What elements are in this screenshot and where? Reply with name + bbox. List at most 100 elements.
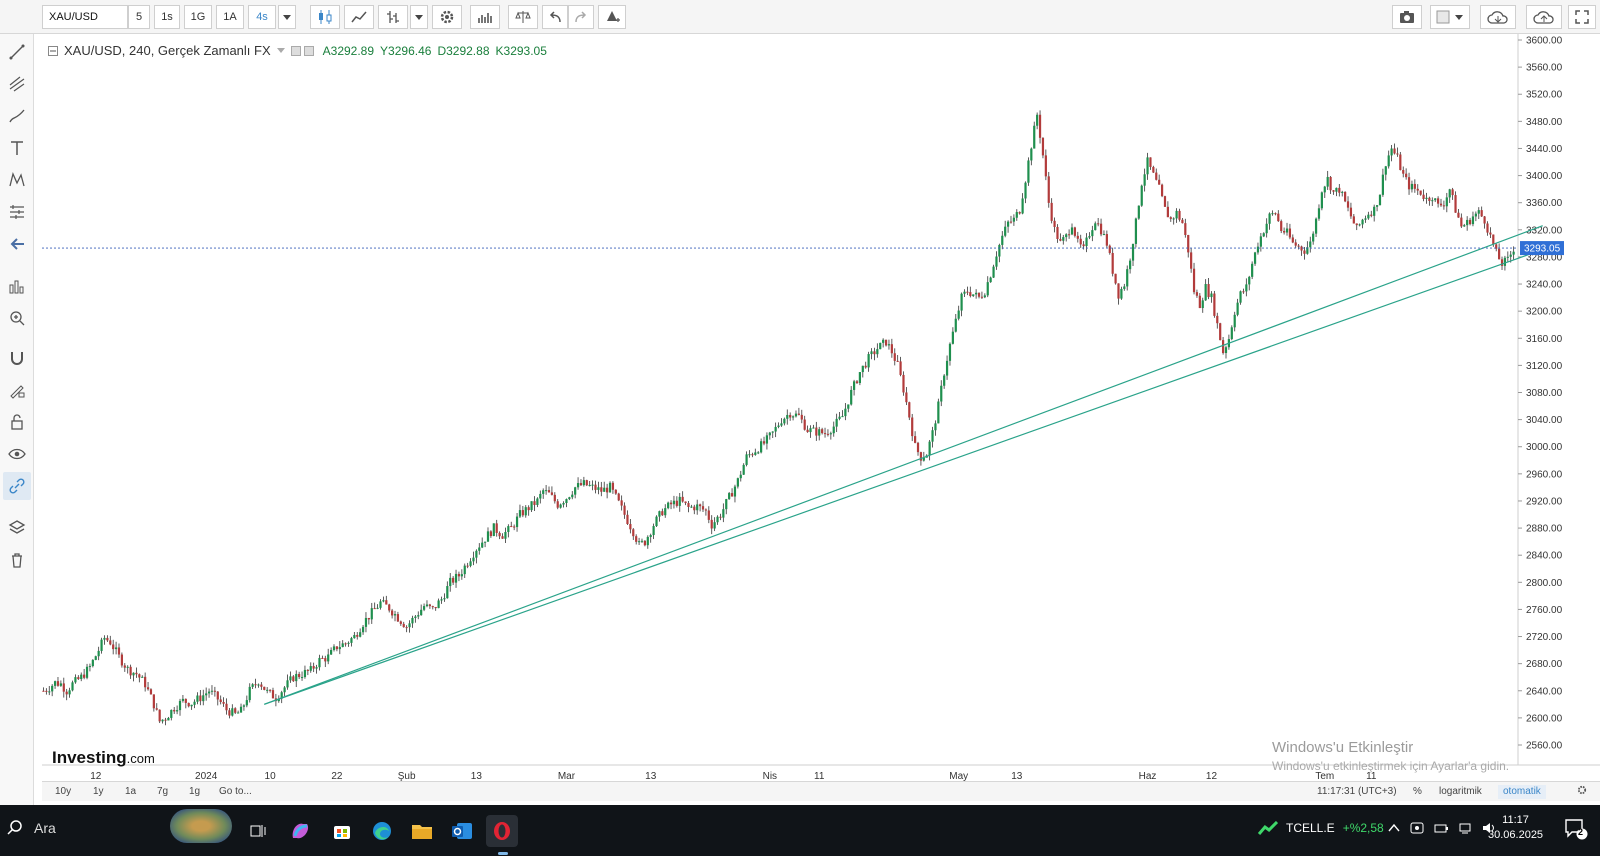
copilot-icon[interactable]: [284, 815, 316, 847]
candle-body: [1190, 252, 1193, 269]
file-explorer-icon[interactable]: [406, 815, 438, 847]
redo-icon[interactable]: [568, 5, 594, 29]
stock-widget[interactable]: TCELL.E +%2,58: [1258, 821, 1384, 835]
battery-icon[interactable]: [1434, 821, 1448, 835]
eye-icon[interactable]: [3, 440, 31, 468]
candle-body: [1160, 184, 1164, 197]
fullscreen-icon[interactable]: [1568, 5, 1596, 29]
meet-now-icon[interactable]: [1410, 821, 1424, 835]
cloud-load-icon[interactable]: [1480, 5, 1516, 29]
text-tool-icon[interactable]: [3, 134, 31, 162]
trend-line-icon[interactable]: [3, 38, 31, 66]
candle-body: [454, 573, 458, 583]
fibonacci-icon[interactable]: [3, 70, 31, 98]
undo-icon[interactable]: [542, 5, 568, 29]
chevron-up-icon[interactable]: [1388, 822, 1400, 834]
symbol-input[interactable]: XAU/USD: [42, 5, 128, 29]
candle-body: [1117, 283, 1120, 299]
candle-body: [1053, 220, 1056, 227]
template-select[interactable]: [1430, 5, 1470, 29]
current-price-badge: [1520, 241, 1564, 256]
taskbar-clock[interactable]: 11:17 30.06.2025: [1488, 813, 1543, 843]
candle-body: [329, 650, 333, 655]
candle-body: [463, 565, 466, 575]
volume-icon[interactable]: [1482, 821, 1496, 835]
measure-icon[interactable]: [3, 198, 31, 226]
interval-5[interactable]: 5: [128, 5, 150, 29]
candle-body: [1204, 284, 1207, 301]
candle-body: [437, 600, 440, 609]
chart-canvas[interactable]: 3600.00 3560.00 3520.00 3480.00 3440.00 3400.…: [42, 34, 1600, 784]
candle-body: [576, 483, 580, 488]
line-chart-icon[interactable]: [344, 5, 374, 29]
price-tick-label: 3080.00: [1526, 388, 1563, 399]
legend-dropdown-icon[interactable]: [276, 48, 285, 53]
bottom-bar: 10y 1y 1a 7g 1g Go to... 11:17:31 (UTC+3…: [42, 781, 1600, 801]
interval-dropdown-icon[interactable]: [278, 5, 296, 29]
candle-body: [1088, 236, 1091, 238]
magnet-icon[interactable]: [3, 344, 31, 372]
chart-type-dropdown-icon[interactable]: [410, 5, 428, 29]
candle-body: [1268, 213, 1271, 224]
outlook-icon[interactable]: [446, 815, 478, 847]
collapse-legend-icon[interactable]: [48, 45, 58, 56]
interval-1a[interactable]: 1A: [216, 5, 244, 29]
candle-body: [928, 441, 931, 456]
forecast-icon[interactable]: [3, 272, 31, 300]
low-value: 3292.88: [446, 43, 490, 58]
network-icon[interactable]: [1458, 821, 1472, 835]
ticker-symbol: TCELL.E: [1286, 821, 1335, 835]
range-10y[interactable]: 10y: [55, 786, 72, 797]
indicators-icon[interactable]: [470, 5, 500, 29]
opera-browser-icon[interactable]: [486, 815, 518, 847]
bars-type-icon[interactable]: [378, 5, 408, 29]
range-1g[interactable]: 1g: [189, 786, 201, 797]
candle-body: [1076, 235, 1079, 239]
brush-icon[interactable]: [3, 102, 31, 130]
activation-watermark-title: Windows'u Etkinleştir: [1272, 739, 1414, 756]
link-icon[interactable]: [3, 472, 31, 500]
range-7g[interactable]: 7g: [157, 786, 169, 797]
candle-body: [391, 610, 394, 616]
trash-icon[interactable]: [3, 546, 31, 574]
trendline[interactable]: [264, 225, 1543, 705]
candle-body: [1361, 219, 1364, 225]
go-to-date-button[interactable]: Go to...: [219, 786, 252, 797]
lock-drawing-icon[interactable]: [3, 376, 31, 404]
taskbar-search[interactable]: Ara: [6, 819, 56, 837]
zoom-in-icon[interactable]: [3, 304, 31, 332]
task-view-icon[interactable]: [242, 815, 274, 847]
store-icon[interactable]: [326, 815, 358, 847]
time-tick-label: Mar: [558, 771, 576, 782]
notification-center-icon[interactable]: 2: [1564, 817, 1588, 846]
price-chart[interactable]: 3600.00 3560.00 3520.00 3480.00 3440.00 3400.…: [42, 34, 1600, 784]
cloud-save-icon[interactable]: [1526, 5, 1562, 29]
screenshot-camera-icon[interactable]: [1392, 5, 1422, 29]
settings-gear-icon[interactable]: [432, 5, 462, 29]
back-arrow-icon[interactable]: [3, 230, 31, 258]
candle-body: [155, 708, 158, 710]
range-1a[interactable]: 1a: [125, 786, 137, 797]
candle-body: [998, 244, 1001, 257]
candle-body: [59, 683, 62, 686]
candle-body: [434, 606, 437, 609]
auto-scale-toggle[interactable]: otomatik: [1498, 785, 1546, 799]
compare-scale-icon[interactable]: [508, 5, 538, 29]
interval-1s[interactable]: 1s: [154, 5, 180, 29]
candle-body: [725, 499, 728, 510]
alert-icon[interactable]: [598, 5, 626, 29]
pattern-icon[interactable]: [3, 166, 31, 194]
layers-icon[interactable]: [3, 514, 31, 542]
trendline[interactable]: [264, 244, 1555, 705]
log-toggle[interactable]: logaritmik: [1439, 786, 1482, 797]
edge-browser-icon[interactable]: [366, 815, 398, 847]
candle-body: [884, 339, 888, 346]
candlestick-type-icon[interactable]: [310, 5, 340, 29]
legend-settings-icon[interactable]: [290, 45, 317, 56]
interval-4s[interactable]: 4s: [248, 5, 276, 29]
unlock-icon[interactable]: [3, 408, 31, 436]
percent-toggle[interactable]: %: [1413, 786, 1422, 797]
range-1y[interactable]: 1y: [93, 786, 104, 797]
chart-settings-gear-icon[interactable]: [1572, 785, 1592, 799]
interval-1g[interactable]: 1G: [184, 5, 212, 29]
